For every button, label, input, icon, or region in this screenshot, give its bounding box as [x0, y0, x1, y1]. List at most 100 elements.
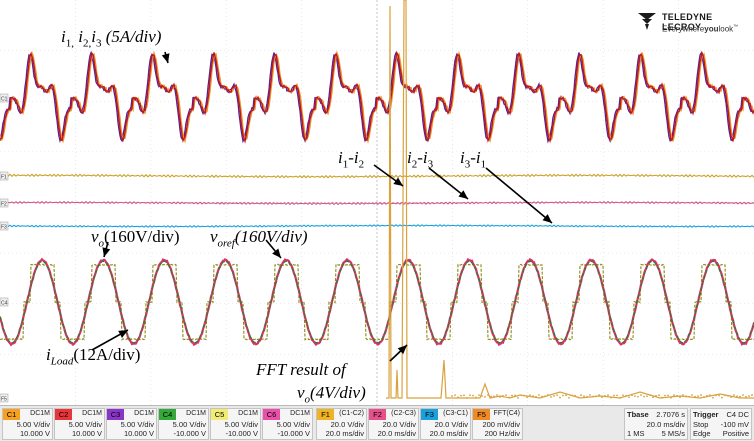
- marker-c4[interactable]: C4: [0, 297, 9, 307]
- fft-sample: [670, 396, 672, 399]
- channel-descriptor-c5-scale: 5.00 V/div: [224, 420, 258, 429]
- function-descriptor-f2[interactable]: F2 (C2-C3) 20.0 V/div 20.0 ms/div: [368, 408, 419, 440]
- svg-text:C1: C1: [1, 97, 8, 103]
- fft-sample: [454, 394, 456, 397]
- channel-descriptor-c1-tag: C1: [3, 409, 20, 420]
- fft-sample: [697, 395, 699, 398]
- marker-f3[interactable]: F3: [0, 221, 9, 231]
- fft-sample: [748, 395, 750, 398]
- fft-sample: [535, 395, 537, 398]
- svg-text:F5: F5: [1, 397, 7, 403]
- channel-descriptor-c2-scale: 5.00 V/div: [68, 420, 102, 429]
- fft-sample: [529, 394, 531, 396]
- channel-descriptor-c2-offset: 10.000 V: [71, 429, 102, 438]
- fft-sample: [661, 396, 663, 399]
- trace-vo: [0, 257, 754, 347]
- trigger-type: Edge: [693, 429, 711, 438]
- channel-descriptor-c4-scale: 5.00 V/div: [172, 420, 206, 429]
- timebase-label: Tbase: [627, 410, 649, 419]
- fft-sample: [472, 394, 474, 397]
- function-descriptor-f2-scale: 20.0 V/div: [382, 420, 416, 429]
- arrow-currents: [161, 51, 170, 64]
- fft-sample: [517, 397, 519, 399]
- fft-sample: [544, 395, 546, 398]
- channel-descriptor-c4-offset: -10.000 V: [173, 429, 206, 438]
- fft-sample: [643, 395, 645, 398]
- fft-sample: [532, 395, 534, 397]
- function-descriptor-f1[interactable]: F1 (C1-C2) 20.0 V/div 20.0 ms/div: [316, 408, 367, 440]
- marker-f5[interactable]: F5: [0, 393, 9, 403]
- channel-descriptor-c3-scale: 5.00 V/div: [120, 420, 154, 429]
- fft-sample: [751, 394, 753, 396]
- function-descriptor-f3[interactable]: F3 (C3-C1) 20.0 V/div 20.0 ms/div: [420, 408, 471, 440]
- fft-sample: [523, 394, 525, 397]
- label-i2-minus-i3: i2-i3: [407, 148, 434, 171]
- trigger-descriptor[interactable]: Trigger C4 DC Stop -100 mV Edge Positive: [690, 408, 752, 440]
- marker-c1[interactable]: C1: [0, 93, 9, 103]
- trigger-source: C4 DC: [726, 410, 749, 419]
- fft-sample: [610, 396, 612, 399]
- fft-sample: [703, 396, 705, 399]
- fft-sample: [724, 394, 726, 397]
- fft-sample: [562, 394, 564, 397]
- fft-sample: [559, 396, 561, 399]
- channel-descriptor-c1[interactable]: C1 DC1M 5.00 V/div 10.000 V: [2, 408, 53, 440]
- marker-f1[interactable]: F1: [0, 171, 9, 181]
- arrow-voref: [265, 239, 282, 259]
- timebase-samples: 1 MS: [627, 429, 645, 438]
- function-descriptor-f5-scale: 200 mV/div: [482, 420, 520, 429]
- fft-sample: [715, 394, 717, 397]
- function-descriptor-f1-tag: F1: [317, 409, 334, 420]
- label-voref: voref(160V/div): [210, 227, 308, 250]
- fft-sample: [628, 396, 630, 399]
- fft-sample: [721, 396, 723, 399]
- arrow-vo: [102, 241, 111, 258]
- fft-sample: [460, 394, 462, 397]
- channel-descriptor-c6-header: DC1M: [290, 410, 310, 417]
- channel-descriptor-c4[interactable]: C4 DC1M 5.00 V/div -10.000 V: [158, 408, 209, 440]
- arrow-i1-i2: [373, 164, 404, 187]
- fft-sample: [520, 394, 522, 397]
- function-descriptor-f1-scale: 20.0 V/div: [330, 420, 364, 429]
- timebase-rate: 5 MS/s: [661, 429, 685, 438]
- arrow-fft: [389, 344, 408, 362]
- channel-descriptor-c6[interactable]: C6 DC1M 5.00 V/div -10.000 V: [262, 408, 313, 440]
- fft-sample: [490, 395, 492, 398]
- fft-sample: [493, 395, 495, 398]
- channel-descriptor-c2[interactable]: C2 DC1M 5.00 V/div 10.000 V: [54, 408, 105, 440]
- trace-voref: [0, 260, 754, 344]
- fft-sample: [625, 394, 627, 397]
- function-descriptor-f5-tag: F5: [473, 409, 490, 420]
- channel-descriptor-c3[interactable]: C3 DC1M 5.00 V/div 10.000 V: [106, 408, 157, 440]
- fft-sample: [631, 394, 633, 396]
- fft-sample: [736, 395, 738, 398]
- trace-f2: [0, 200, 754, 206]
- label-fft-line2: vo(4V/div): [297, 383, 366, 406]
- fft-sample: [481, 395, 483, 397]
- channel-markers: C1 F1 F2 F3 C4 F5: [0, 93, 9, 403]
- fft-sample: [565, 394, 567, 397]
- fft-sample: [658, 394, 660, 397]
- marker-f2[interactable]: F2: [0, 198, 9, 208]
- trace-i2: [0, 50, 754, 144]
- fft-sample: [649, 394, 651, 396]
- fft-sample: [592, 395, 594, 398]
- waveform-display: C1 F1 F2 F3 C4 F5: [0, 0, 754, 405]
- fft-sample: [511, 394, 513, 397]
- channel-descriptor-c5[interactable]: C5 DC1M 5.00 V/div -10.000 V: [210, 408, 261, 440]
- fft-sample: [652, 396, 654, 399]
- fft-sample: [685, 395, 687, 398]
- timebase-descriptor[interactable]: Tbase 2.7076 s 20.0 ms/div 1 MS 5 MS/s: [624, 408, 688, 440]
- function-descriptor-f2-tag: F2: [369, 409, 386, 420]
- fft-sample: [526, 396, 528, 399]
- fft-sample: [586, 395, 588, 398]
- fft-sample: [679, 396, 681, 399]
- function-descriptor-f2-offset: 20.0 ms/div: [377, 429, 416, 438]
- fft-sample: [463, 394, 465, 397]
- fft-sample: [595, 395, 597, 398]
- function-descriptor-f5[interactable]: F5 FFT(C4) 200 mV/div 200 Hz/div: [472, 408, 523, 440]
- function-descriptor-f1-header: (C1-C2): [339, 410, 364, 417]
- fft-sample: [478, 394, 480, 397]
- function-descriptor-f3-tag: F3: [421, 409, 438, 420]
- brand-logo: TELEDYNE LECROY Everywhereyoulook™: [636, 10, 748, 38]
